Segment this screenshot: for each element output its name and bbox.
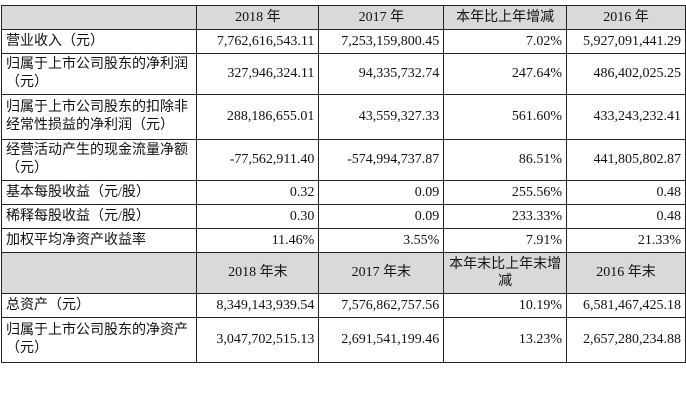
header-cell: 2017 年末 xyxy=(318,252,445,294)
value-cell: 6,581,467,425.18 xyxy=(566,293,686,318)
value-cell: 7,253,159,800.45 xyxy=(318,29,445,54)
value-cell: 0.30 xyxy=(196,204,320,229)
table-row: 归属于上市公司股东的净利润（元） 327,946,324.11 94,335,7… xyxy=(0,53,686,95)
value-cell: 0.09 xyxy=(318,204,445,229)
value-cell: 86.51% xyxy=(443,139,568,181)
value-cell: 5,927,091,441.29 xyxy=(566,29,686,54)
value-cell: 288,186,655.01 xyxy=(196,94,320,140)
row-label: 归属于上市公司股东的净资产（元） xyxy=(0,317,198,363)
value-cell: 0.48 xyxy=(566,204,686,229)
value-cell: 3,047,702,515.13 xyxy=(196,317,320,363)
row-label: 加权平均净资产收益率 xyxy=(0,228,198,253)
value-cell: 255.56% xyxy=(443,180,568,205)
header-cell: 2016 年 xyxy=(566,5,686,30)
row-label: 归属于上市公司股东的扣除非经常性损益的净利润（元） xyxy=(0,94,198,140)
row-label: 基本每股收益（元/股） xyxy=(0,180,198,205)
value-cell: 7.91% xyxy=(443,228,568,253)
table-row: 总资产（元） 8,349,143,939.54 7,576,862,757.56… xyxy=(0,293,686,318)
value-cell: 8,349,143,939.54 xyxy=(196,293,320,318)
value-cell: 327,946,324.11 xyxy=(196,53,320,95)
header-cell: 2017 年 xyxy=(318,5,445,30)
value-cell: 11.46% xyxy=(196,228,320,253)
table-row: 稀释每股收益（元/股） 0.30 0.09 233.33% 0.48 xyxy=(0,204,686,229)
header-cell xyxy=(0,252,198,294)
value-cell: 247.64% xyxy=(443,53,568,95)
row-label: 归属于上市公司股东的净利润（元） xyxy=(0,53,198,95)
header-cell: 本年比上年增减 xyxy=(443,5,568,30)
header-cell: 2018 年末 xyxy=(196,252,320,294)
value-cell: 2,657,280,234.88 xyxy=(566,317,686,363)
header-cell: 2016 年末 xyxy=(566,252,686,294)
value-cell: 43,559,327.33 xyxy=(318,94,445,140)
row-label: 稀释每股收益（元/股） xyxy=(0,204,198,229)
value-cell: 13.23% xyxy=(443,317,568,363)
value-cell: 7.02% xyxy=(443,29,568,54)
value-cell: 233.33% xyxy=(443,204,568,229)
value-cell: 3.55% xyxy=(318,228,445,253)
value-cell: 0.09 xyxy=(318,180,445,205)
header-cell xyxy=(0,5,198,30)
financial-summary: 2018 年 2017 年 本年比上年增减 2016 年 营业收入（元） 7,7… xyxy=(0,5,686,363)
value-cell: 21.33% xyxy=(566,228,686,253)
table-row: 归属于上市公司股东的净资产（元） 3,047,702,515.13 2,691,… xyxy=(0,317,686,363)
value-cell: -574,994,737.87 xyxy=(318,139,445,181)
header-row-annual: 2018 年 2017 年 本年比上年增减 2016 年 xyxy=(0,5,686,30)
row-label: 营业收入（元） xyxy=(0,29,198,54)
header-cell: 2018 年 xyxy=(196,5,320,30)
value-cell: 486,402,025.25 xyxy=(566,53,686,95)
value-cell: 94,335,732.74 xyxy=(318,53,445,95)
value-cell: 441,805,802.87 xyxy=(566,139,686,181)
value-cell: 10.19% xyxy=(443,293,568,318)
financial-table: 2018 年 2017 年 本年比上年增减 2016 年 营业收入（元） 7,7… xyxy=(0,5,686,363)
value-cell: 0.48 xyxy=(566,180,686,205)
row-label: 经营活动产生的现金流量净额（元） xyxy=(0,139,198,181)
row-label: 总资产（元） xyxy=(0,293,198,318)
table-row: 基本每股收益（元/股） 0.32 0.09 255.56% 0.48 xyxy=(0,180,686,205)
value-cell: 433,243,232.41 xyxy=(566,94,686,140)
table-row: 归属于上市公司股东的扣除非经常性损益的净利润（元） 288,186,655.01… xyxy=(0,94,686,140)
value-cell: -77,562,911.40 xyxy=(196,139,320,181)
value-cell: 2,691,541,199.46 xyxy=(318,317,445,363)
value-cell: 0.32 xyxy=(196,180,320,205)
header-row-year-end: 2018 年末 2017 年末 本年末比上年末增减 2016 年末 xyxy=(0,252,686,294)
table-row: 加权平均净资产收益率 11.46% 3.55% 7.91% 21.33% xyxy=(0,228,686,253)
value-cell: 7,576,862,757.56 xyxy=(318,293,445,318)
value-cell: 7,762,616,543.11 xyxy=(196,29,320,54)
header-cell: 本年末比上年末增减 xyxy=(443,252,568,294)
value-cell: 561.60% xyxy=(443,94,568,140)
table-row: 经营活动产生的现金流量净额（元） -77,562,911.40 -574,994… xyxy=(0,139,686,181)
table-row: 营业收入（元） 7,762,616,543.11 7,253,159,800.4… xyxy=(0,29,686,54)
